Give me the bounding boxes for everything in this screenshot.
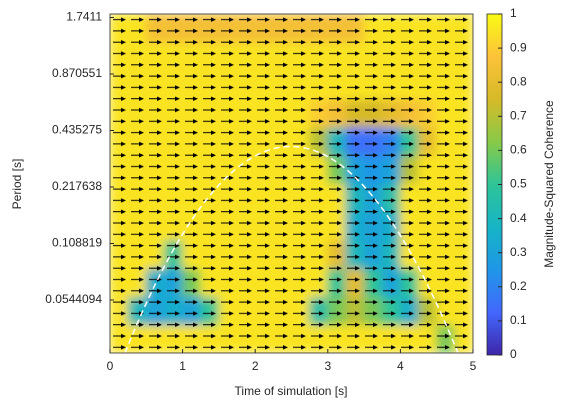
colorbar-tick-label: 0.7 <box>510 108 527 122</box>
colorbar-label: Magnitude-Squared Coherence <box>542 100 556 268</box>
plot-frame <box>109 13 474 354</box>
colorbar-tick-label: 1 <box>510 6 517 20</box>
y-axis-label: Period [s] <box>10 159 24 210</box>
x-tick-label: 1 <box>179 359 186 373</box>
colorbar-tick-label: 0.6 <box>510 143 527 157</box>
x-tick-label: 2 <box>252 359 259 373</box>
x-axis-label: Time of simulation [s] <box>235 384 348 398</box>
colorbar-tick-label: 0 <box>510 347 517 361</box>
colorbar-tick-label: 0.4 <box>510 211 527 225</box>
colorbar-tick-label: 0.5 <box>510 177 527 191</box>
y-tick-label: 0.0544094 <box>45 292 102 306</box>
y-tick-label: 0.108819 <box>52 236 102 250</box>
colorbar-tick-label: 0.8 <box>510 74 527 88</box>
y-tick-label: 0.217638 <box>52 179 102 193</box>
y-tick-label: 0.435275 <box>52 123 102 137</box>
x-tick-label: 0 <box>107 359 114 373</box>
colorbar-tick-label: 0.2 <box>510 279 527 293</box>
x-tick-label: 5 <box>470 359 477 373</box>
cone-of-influence <box>124 146 459 353</box>
phase-arrows <box>110 14 473 353</box>
colorbar-tick-label: 0.9 <box>510 40 527 54</box>
colorbar-tick-label: 0.1 <box>510 313 527 327</box>
colorbar-tick-label: 0.3 <box>510 245 527 259</box>
y-tick-label: 0.870551 <box>52 66 102 80</box>
x-tick-label: 4 <box>397 359 404 373</box>
y-tick-label: 1.7411 <box>66 10 102 24</box>
x-tick-label: 3 <box>324 359 331 373</box>
